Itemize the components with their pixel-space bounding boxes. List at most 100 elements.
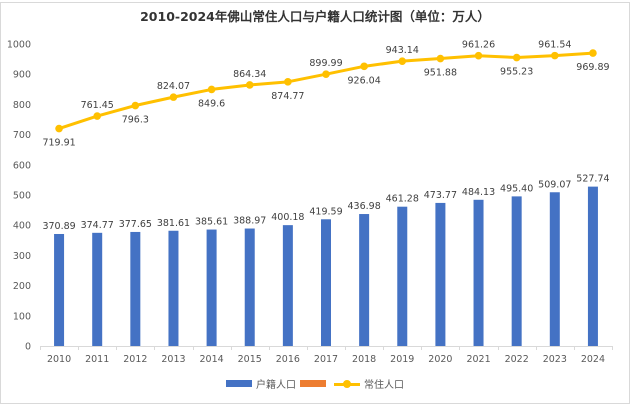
line-marker bbox=[512, 53, 521, 62]
line-marker bbox=[131, 101, 140, 110]
legend-swatch-line-marker bbox=[334, 379, 360, 389]
line-data-label: 955.23 bbox=[500, 67, 533, 78]
bar bbox=[397, 206, 408, 346]
bar-series bbox=[54, 186, 598, 346]
bar bbox=[54, 233, 65, 346]
bar-data-label: 495.40 bbox=[500, 183, 533, 194]
bar-data-label: 509.07 bbox=[538, 179, 571, 190]
bar-data-label: 461.28 bbox=[386, 194, 419, 205]
bar-data-label: 436.98 bbox=[348, 201, 381, 212]
line-marker bbox=[55, 124, 63, 133]
bar-data-label: 370.89 bbox=[42, 221, 75, 232]
line-data-label: 943.14 bbox=[386, 45, 419, 56]
bar-data-label: 374.77 bbox=[81, 220, 114, 231]
y-tick-label: 0 bbox=[25, 342, 31, 353]
line-marker bbox=[284, 78, 292, 86]
line-data-label: 926.04 bbox=[348, 75, 381, 86]
legend: 户籍人口 常住人口 bbox=[0, 376, 630, 391]
bar bbox=[359, 214, 370, 346]
line-data-label: 824.07 bbox=[157, 81, 190, 92]
line-marker bbox=[436, 54, 445, 63]
bar-data-label: 377.65 bbox=[119, 219, 152, 230]
line-marker bbox=[207, 85, 216, 94]
bar bbox=[473, 199, 484, 346]
x-tick-label: 2021 bbox=[466, 354, 490, 365]
x-tick-label: 2012 bbox=[123, 354, 147, 365]
y-tick-label: 500 bbox=[13, 191, 31, 202]
y-tick-label: 400 bbox=[13, 221, 31, 232]
bar bbox=[92, 232, 103, 346]
y-axis: 0 100 200 300 400 500 600 700 800 900 1000 bbox=[7, 40, 31, 353]
line-data-label: 961.26 bbox=[462, 40, 495, 51]
line-data-label: 969.89 bbox=[576, 62, 609, 73]
bar-data-label: 400.18 bbox=[271, 212, 304, 223]
line-marker bbox=[551, 51, 559, 60]
x-tick-label: 2013 bbox=[161, 354, 185, 365]
x-tick-label: 2010 bbox=[47, 354, 71, 365]
bar-data-label: 381.61 bbox=[157, 218, 190, 229]
y-tick-label: 300 bbox=[13, 251, 31, 262]
line-marker bbox=[398, 57, 407, 65]
line-marker bbox=[474, 51, 483, 60]
bar bbox=[549, 192, 560, 346]
bar bbox=[282, 225, 293, 346]
y-tick-label: 200 bbox=[13, 281, 31, 292]
line-data-label: 864.34 bbox=[233, 69, 266, 80]
line-data-label: 719.91 bbox=[42, 138, 75, 149]
y-tick-label: 600 bbox=[13, 160, 31, 171]
line-marker bbox=[93, 112, 101, 120]
y-tick-label: 800 bbox=[13, 100, 31, 111]
line-data-label: 849.6 bbox=[198, 98, 225, 109]
bar bbox=[511, 196, 522, 346]
bar-data-labels: 370.89 374.77 377.65 381.61 385.61 388.97 400.… bbox=[42, 174, 609, 232]
line-data-label: 796.3 bbox=[122, 115, 149, 126]
x-tick-label: 2014 bbox=[200, 354, 224, 365]
bar bbox=[321, 219, 331, 346]
legend-item-resident: 常住人口 bbox=[334, 376, 404, 391]
y-tick-label: 100 bbox=[13, 311, 31, 322]
line-marker bbox=[360, 62, 368, 71]
line-marker bbox=[589, 49, 597, 57]
x-axis: 2010 2011 2012 2013 2014 2015 2016 2017 2018 2019… bbox=[40, 346, 613, 365]
legend-swatch-bar-blue bbox=[226, 380, 252, 387]
legend-item-hukou: 户籍人口 bbox=[226, 376, 296, 391]
bar bbox=[435, 202, 446, 346]
y-tick-label: 900 bbox=[13, 70, 31, 81]
x-tick-label: 2022 bbox=[505, 354, 529, 365]
bar-data-label: 473.77 bbox=[424, 190, 457, 201]
x-tick-label: 2011 bbox=[85, 354, 109, 365]
line-series bbox=[55, 49, 597, 133]
legend-item-unnamed bbox=[300, 380, 330, 387]
x-tick-label: 2015 bbox=[238, 354, 262, 365]
line-data-label: 761.45 bbox=[81, 100, 114, 111]
y-tick-label: 1000 bbox=[7, 40, 31, 51]
line-marker bbox=[245, 81, 254, 89]
legend-label: 户籍人口 bbox=[256, 380, 296, 391]
line-data-label: 874.77 bbox=[271, 91, 304, 102]
x-tick-label: 2024 bbox=[581, 354, 605, 365]
x-tick-label: 2019 bbox=[390, 354, 414, 365]
y-tick-label: 700 bbox=[13, 130, 31, 141]
bar-data-label: 388.97 bbox=[233, 216, 266, 227]
bar bbox=[206, 229, 217, 346]
bar bbox=[168, 230, 179, 346]
line-data-label: 899.99 bbox=[309, 58, 342, 69]
line-data-label: 961.54 bbox=[538, 40, 571, 51]
line-data-labels: 719.91 761.45 796.3 824.07 849.6 864.34 874.77… bbox=[42, 40, 609, 149]
x-tick-label: 2020 bbox=[428, 354, 452, 365]
bar-data-label: 385.61 bbox=[195, 217, 228, 228]
bar bbox=[244, 228, 255, 346]
line-marker bbox=[169, 93, 178, 101]
bar-data-label: 419.59 bbox=[309, 206, 342, 217]
legend-label: 常住人口 bbox=[364, 380, 404, 391]
x-tick-label: 2016 bbox=[276, 354, 300, 365]
bar bbox=[130, 231, 141, 346]
legend-swatch-bar-orange bbox=[300, 380, 326, 387]
x-tick-label: 2018 bbox=[352, 354, 376, 365]
chart-title: 2010-2024年佛山常住人口与户籍人口统计图（单位：万人） bbox=[140, 9, 490, 24]
line-data-label: 951.88 bbox=[424, 68, 457, 79]
bar-data-label: 527.74 bbox=[576, 174, 609, 185]
line-marker bbox=[322, 70, 330, 79]
